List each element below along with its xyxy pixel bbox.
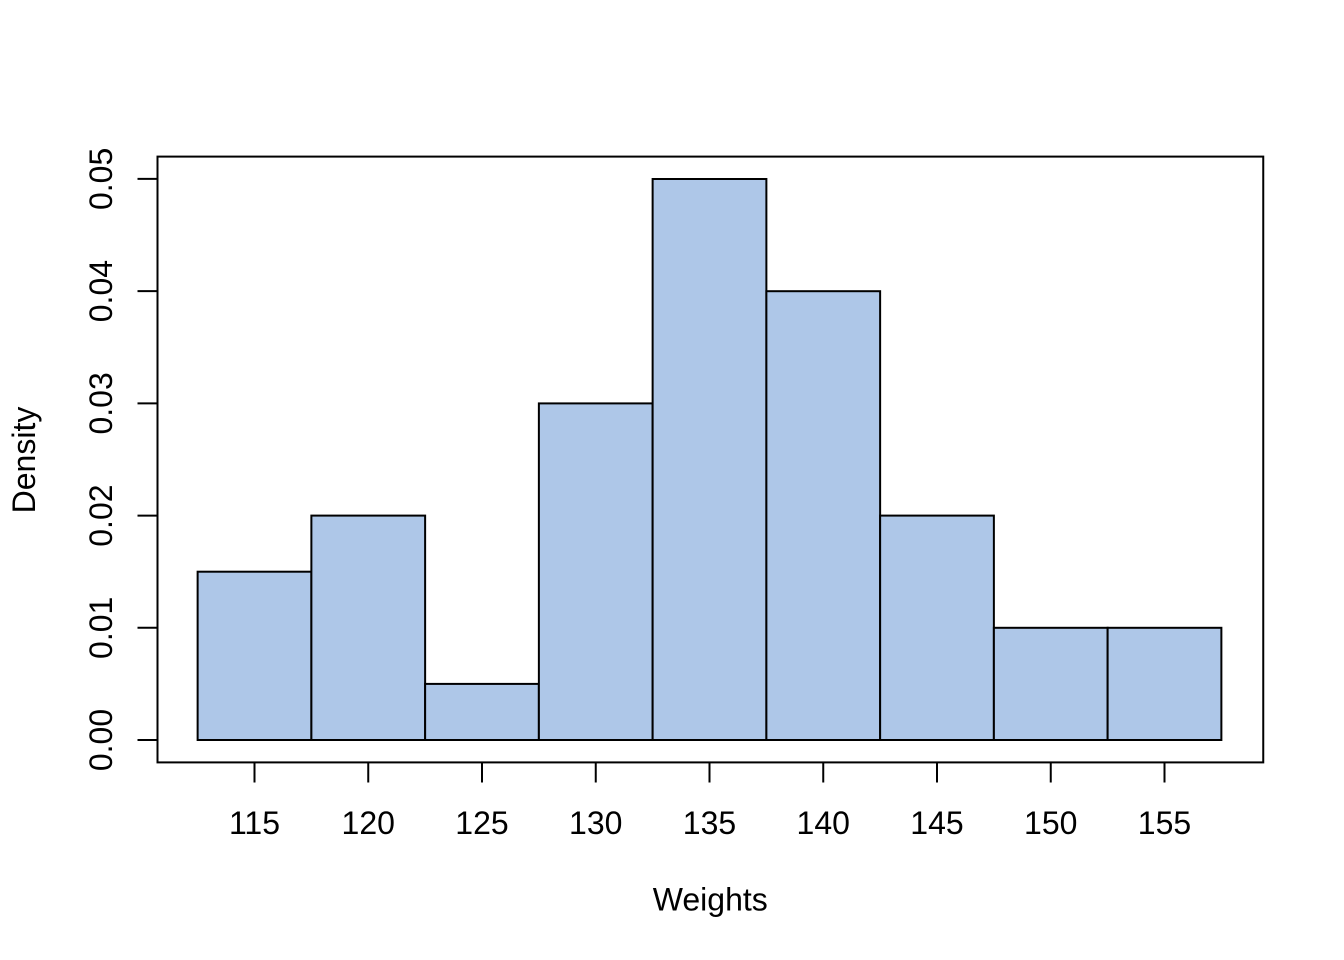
svg-text:Density: Density bbox=[6, 407, 42, 514]
svg-text:115: 115 bbox=[229, 805, 280, 841]
svg-text:155: 155 bbox=[1138, 805, 1191, 841]
svg-text:120: 120 bbox=[342, 805, 395, 841]
svg-text:Weights: Weights bbox=[653, 882, 768, 918]
svg-text:150: 150 bbox=[1024, 805, 1077, 841]
svg-text:135: 135 bbox=[683, 805, 736, 841]
svg-text:125: 125 bbox=[455, 805, 508, 841]
svg-text:0.01: 0.01 bbox=[83, 597, 119, 659]
svg-text:0.05: 0.05 bbox=[83, 148, 119, 210]
svg-text:0.03: 0.03 bbox=[83, 372, 119, 434]
svg-text:145: 145 bbox=[910, 805, 963, 841]
svg-text:0.02: 0.02 bbox=[83, 484, 119, 546]
svg-text:0.04: 0.04 bbox=[83, 260, 119, 322]
svg-text:130: 130 bbox=[569, 805, 622, 841]
svg-text:0.00: 0.00 bbox=[83, 709, 119, 771]
svg-text:140: 140 bbox=[797, 805, 850, 841]
